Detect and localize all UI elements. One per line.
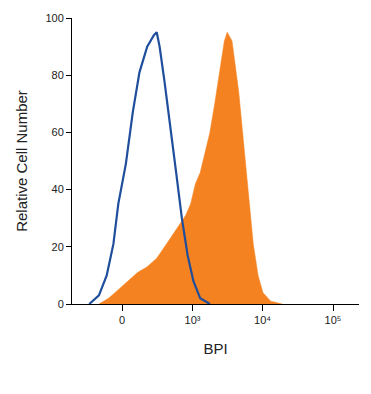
svg-text:20: 20 [52, 241, 64, 253]
svg-text:100: 100 [45, 12, 63, 24]
svg-text:10⁴: 10⁴ [254, 314, 271, 326]
svg-text:10⁵: 10⁵ [325, 314, 342, 326]
svg-text:BPI: BPI [203, 340, 227, 357]
svg-text:10³: 10³ [185, 314, 201, 326]
svg-text:60: 60 [52, 126, 64, 138]
svg-text:0: 0 [119, 314, 125, 326]
svg-text:80: 80 [52, 69, 64, 81]
svg-text:Relative Cell Number: Relative Cell Number [13, 90, 30, 232]
svg-text:40: 40 [52, 183, 64, 195]
svg-text:0: 0 [58, 298, 64, 310]
